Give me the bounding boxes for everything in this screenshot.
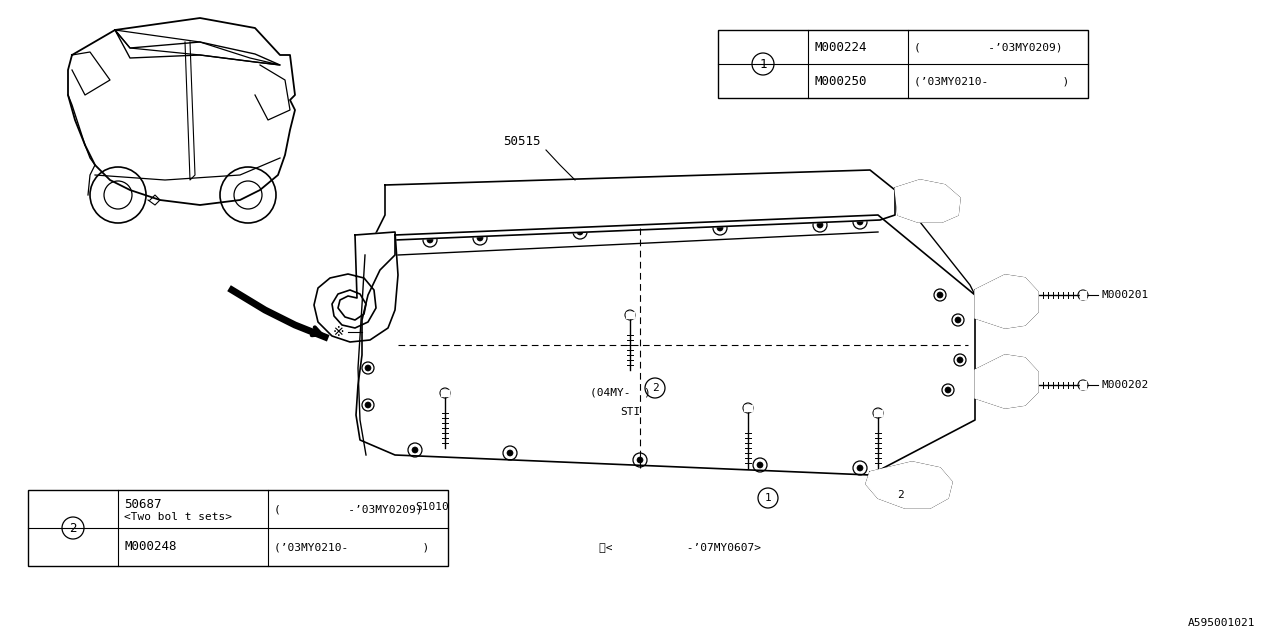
Circle shape [858, 465, 863, 471]
Text: S1010: S1010 [415, 502, 449, 512]
Polygon shape [975, 275, 1038, 328]
Polygon shape [1080, 381, 1085, 389]
Polygon shape [356, 215, 975, 475]
Text: 50687: 50687 [124, 498, 161, 511]
Circle shape [717, 225, 723, 231]
Polygon shape [895, 180, 960, 222]
Polygon shape [375, 170, 895, 255]
Circle shape [372, 277, 378, 283]
Text: (          -’03MY0209): ( -’03MY0209) [914, 42, 1062, 52]
Text: M000224: M000224 [814, 40, 867, 54]
Polygon shape [314, 232, 398, 342]
Circle shape [365, 365, 371, 371]
Circle shape [477, 235, 483, 241]
Polygon shape [867, 462, 952, 508]
Circle shape [937, 292, 943, 298]
Polygon shape [442, 390, 449, 396]
Text: M000201: M000201 [1102, 290, 1149, 300]
Text: A595001021: A595001021 [1188, 618, 1254, 628]
Text: (04MY-  ): (04MY- ) [590, 387, 650, 397]
Bar [28, 490, 448, 566]
Polygon shape [975, 355, 1038, 408]
Circle shape [756, 462, 763, 468]
Text: 2: 2 [896, 490, 904, 500]
Circle shape [955, 317, 961, 323]
Text: (’03MY0210-           ): (’03MY0210- ) [274, 542, 429, 552]
Circle shape [945, 387, 951, 393]
Circle shape [507, 450, 513, 456]
Text: <Two bol t sets>: <Two bol t sets> [124, 512, 232, 522]
Text: STI: STI [620, 407, 640, 417]
Text: M000248: M000248 [124, 541, 177, 554]
Circle shape [957, 357, 963, 363]
Text: 50515: 50515 [503, 135, 540, 148]
Text: 2: 2 [652, 383, 658, 393]
Text: M000202: M000202 [1102, 380, 1149, 390]
Circle shape [365, 402, 371, 408]
Circle shape [412, 447, 419, 453]
Text: (          -’03MY0209): ( -’03MY0209) [274, 504, 422, 514]
Text: 1: 1 [759, 58, 767, 70]
Circle shape [577, 229, 582, 235]
Text: 1: 1 [764, 493, 772, 503]
Text: M000250: M000250 [814, 74, 867, 88]
Polygon shape [626, 312, 634, 318]
Text: 2: 2 [69, 522, 77, 534]
Circle shape [637, 457, 643, 463]
Circle shape [367, 317, 372, 323]
Circle shape [858, 219, 863, 225]
Polygon shape [744, 405, 753, 411]
Text: ※<           -’07MY0607>: ※< -’07MY0607> [599, 542, 762, 552]
Text: (’03MY0210-           ): (’03MY0210- ) [914, 76, 1069, 86]
Circle shape [817, 222, 823, 228]
Text: ※: ※ [333, 325, 344, 339]
Bar [718, 30, 1088, 98]
Circle shape [428, 237, 433, 243]
Polygon shape [1080, 291, 1085, 299]
Polygon shape [874, 410, 882, 416]
